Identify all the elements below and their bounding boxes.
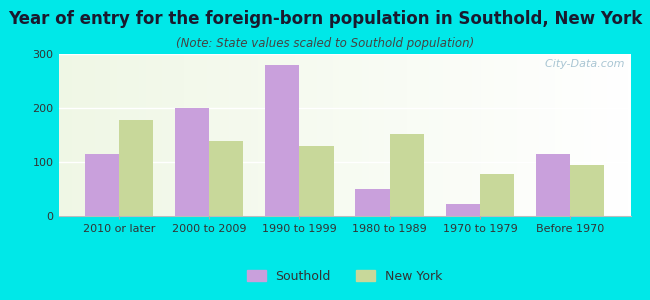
Bar (209, 142, 243, 216)
Bar (480, 174, 514, 216)
Bar (389, 134, 424, 216)
Bar (570, 165, 604, 216)
Legend: Southold, New York: Southold, New York (242, 265, 447, 287)
Bar (175, 108, 209, 216)
Text: Year of entry for the foreign-born population in Southold, New York: Year of entry for the foreign-born popul… (8, 11, 642, 28)
Bar (119, 120, 153, 216)
Bar (446, 204, 480, 216)
Bar (300, 146, 333, 216)
Text: (Note: State values scaled to Southold population): (Note: State values scaled to Southold p… (176, 38, 474, 50)
Bar (356, 189, 389, 216)
Bar (84, 154, 119, 216)
Bar (536, 154, 570, 216)
Text: City-Data.com: City-Data.com (538, 59, 625, 69)
Bar (265, 65, 300, 216)
